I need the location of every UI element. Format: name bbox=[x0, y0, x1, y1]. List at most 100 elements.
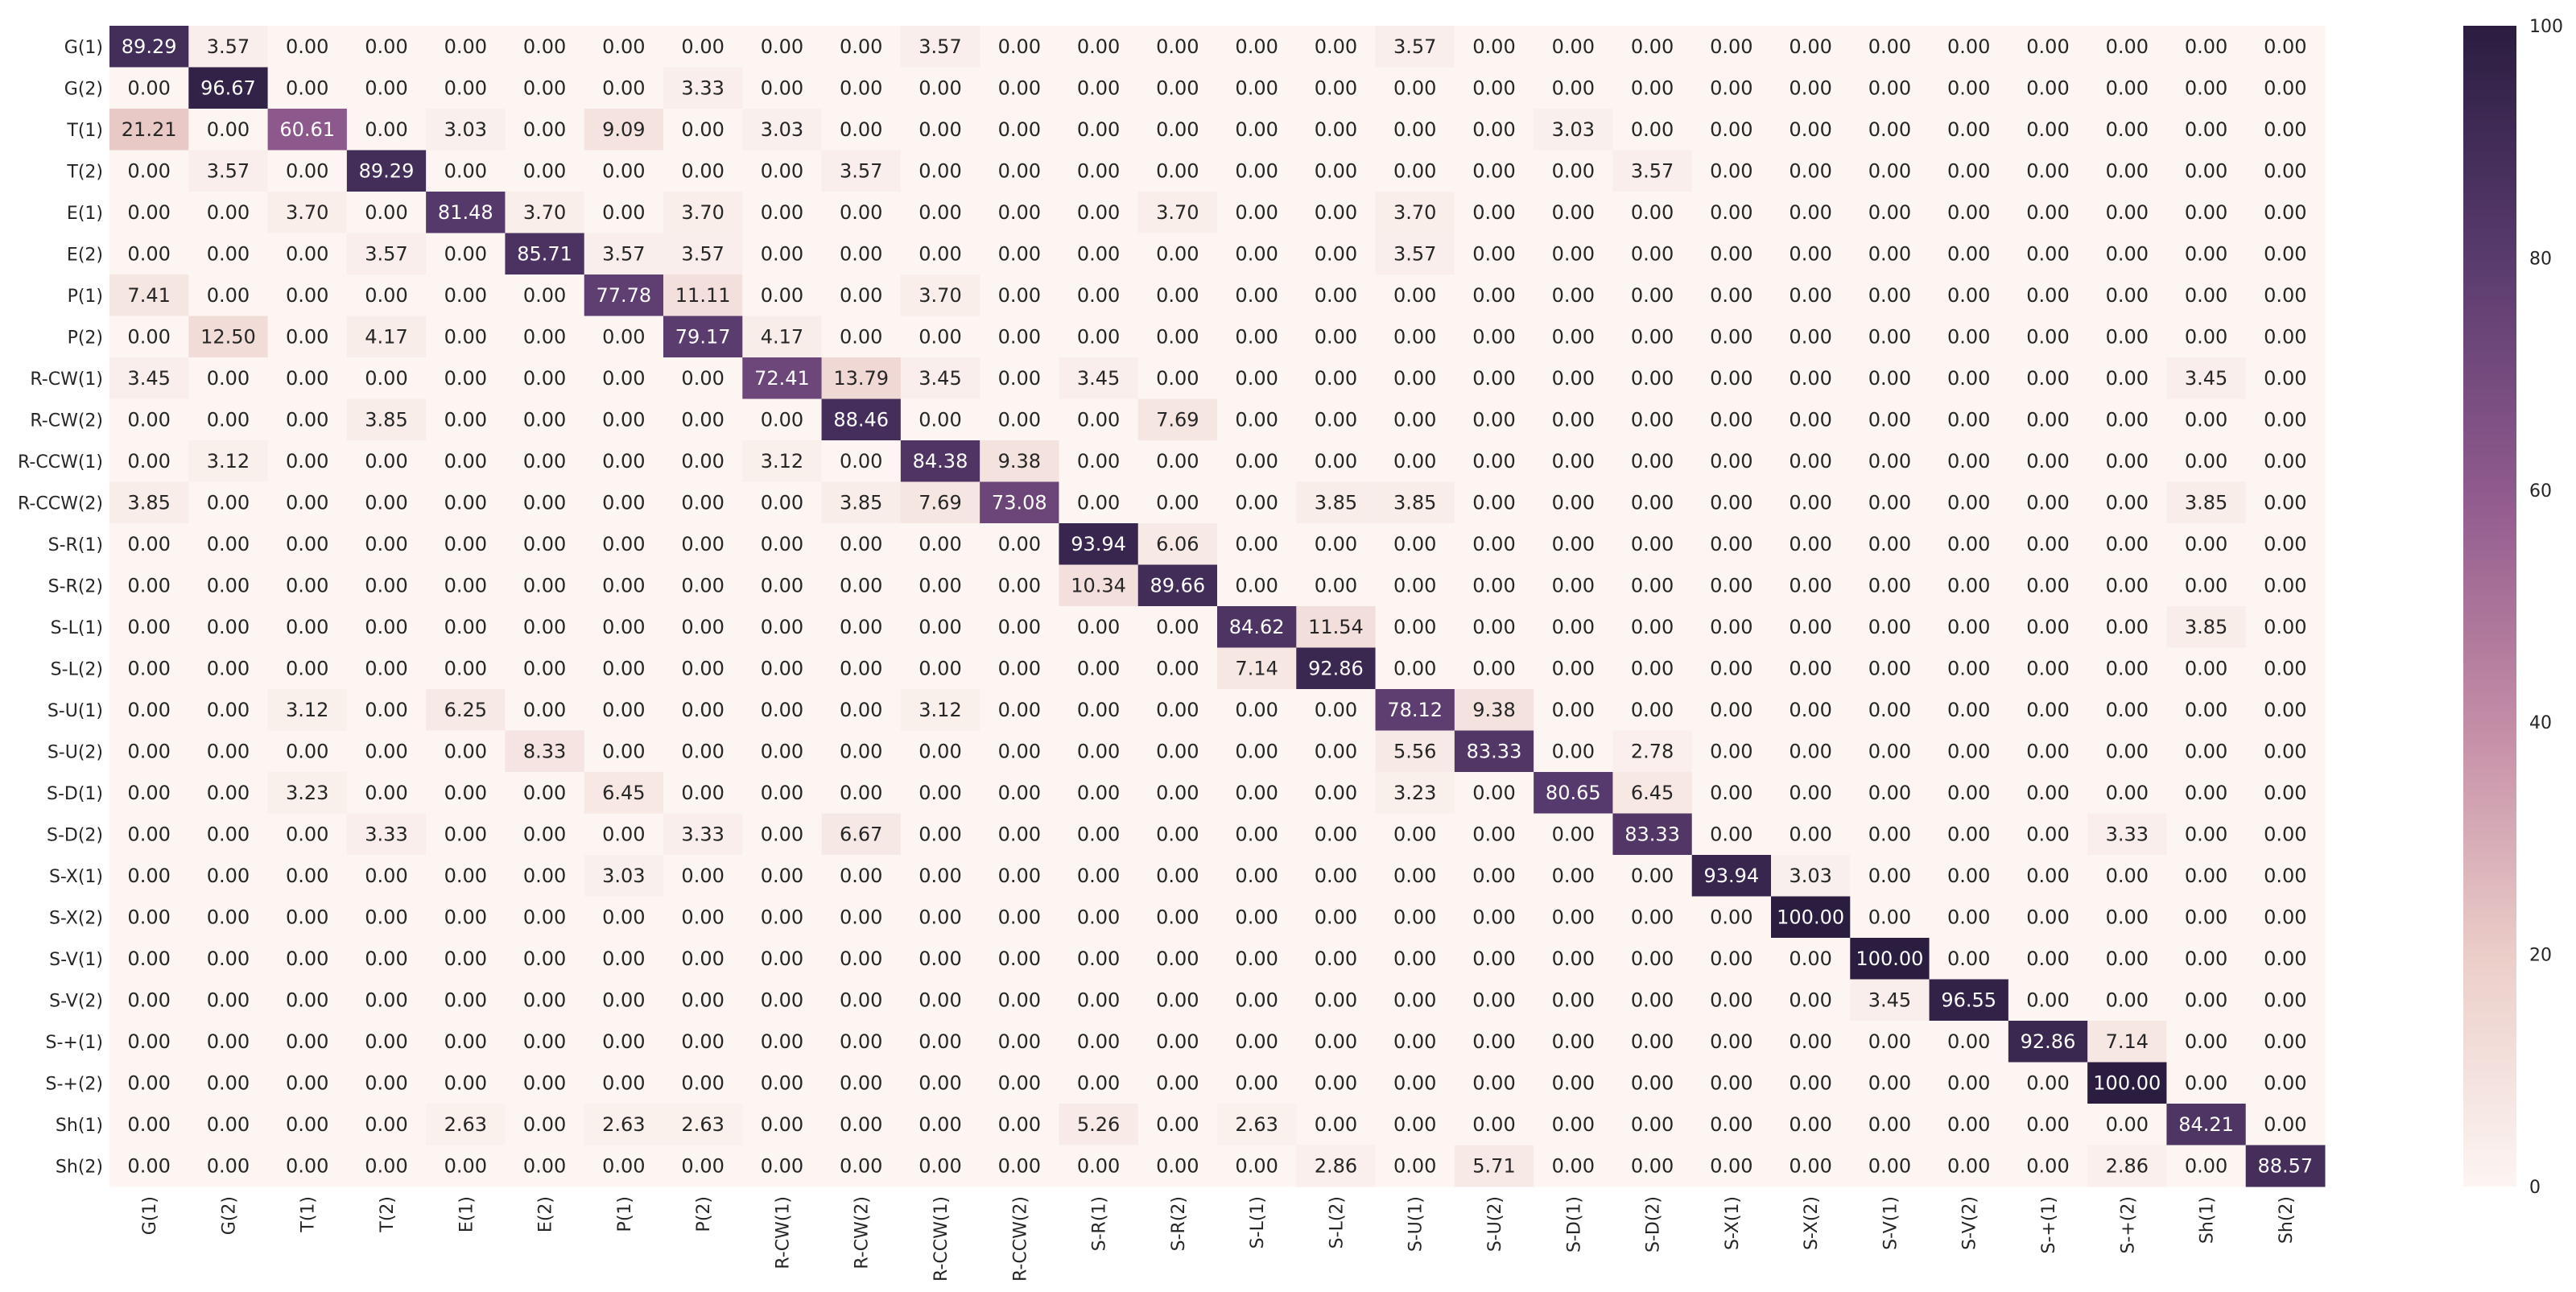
cell-value-label: 0.00 bbox=[127, 865, 170, 887]
heatmap-cell bbox=[1771, 523, 1851, 565]
cell-value-label: 0.00 bbox=[602, 947, 645, 970]
heatmap-cell bbox=[346, 233, 427, 275]
heatmap-cell bbox=[1612, 855, 1693, 897]
heatmap-cell bbox=[2166, 274, 2247, 316]
cell-value-label: 0.00 bbox=[681, 906, 724, 928]
cell-value-label: 0.00 bbox=[998, 1030, 1041, 1053]
cell-value-label: 0.00 bbox=[286, 865, 328, 887]
cell-value-label: 0.00 bbox=[1710, 699, 1752, 721]
cell-value-label: 0.00 bbox=[761, 408, 803, 431]
cell-value-label: 0.00 bbox=[840, 450, 882, 473]
heatmap-cell bbox=[1217, 647, 1297, 690]
heatmap-cell bbox=[346, 357, 427, 399]
cell-value-label: 0.00 bbox=[2026, 1113, 2069, 1136]
cell-value-label: 0.00 bbox=[1552, 76, 1595, 99]
cell-value-label: 0.00 bbox=[365, 1113, 407, 1136]
heatmap-cell bbox=[1454, 150, 1534, 192]
heatmap-cell bbox=[1137, 647, 1218, 690]
heatmap-cell bbox=[742, 67, 823, 109]
heatmap-cell bbox=[1771, 109, 1851, 151]
cell-value-label: 0.00 bbox=[1789, 1071, 1831, 1094]
heatmap-cell bbox=[346, 398, 427, 441]
cell-value-label: 3.57 bbox=[207, 159, 250, 182]
cell-value-label: 78.12 bbox=[1387, 699, 1443, 721]
cell-value-label: 0.00 bbox=[1789, 989, 1831, 1011]
heatmap-cell bbox=[1534, 606, 1613, 648]
row-label: R-CW(2) bbox=[30, 411, 103, 431]
cell-value-label: 0.00 bbox=[1710, 1071, 1752, 1094]
heatmap-cell bbox=[2087, 523, 2167, 565]
cell-value-label: 0.00 bbox=[286, 823, 328, 845]
heatmap-cell bbox=[900, 1145, 980, 1187]
cell-value-label: 0.00 bbox=[1947, 533, 1990, 555]
heatmap-cell bbox=[1850, 357, 1930, 399]
heatmap-cell bbox=[188, 26, 269, 68]
cell-value-label: 0.00 bbox=[2026, 574, 2069, 596]
heatmap-cell bbox=[900, 357, 980, 399]
heatmap-cell bbox=[109, 896, 189, 939]
cell-value-label: 6.45 bbox=[1631, 782, 1674, 804]
cell-value-label: 0.00 bbox=[1472, 1030, 1515, 1053]
heatmap-cell bbox=[900, 26, 980, 68]
cell-value-label: 0.00 bbox=[1077, 989, 1120, 1011]
cell-value-label: 0.00 bbox=[919, 159, 961, 182]
cell-value-label: 0.00 bbox=[998, 533, 1041, 555]
cell-value-label: 0.00 bbox=[1552, 367, 1595, 390]
heatmap-cell bbox=[900, 979, 980, 1022]
heatmap-cell bbox=[1612, 896, 1693, 939]
heatmap-cell bbox=[821, 26, 902, 68]
heatmap-cell bbox=[1296, 1021, 1377, 1063]
cell-value-label: 80.65 bbox=[1546, 782, 1601, 804]
cell-value-label: 0.00 bbox=[681, 159, 724, 182]
heatmap-cell bbox=[1771, 564, 1851, 607]
heatmap-cell bbox=[2008, 606, 2088, 648]
cell-value-label: 0.00 bbox=[1947, 284, 1990, 307]
cell-value-label: 3.85 bbox=[127, 491, 170, 514]
cell-value-label: 84.62 bbox=[1229, 616, 1285, 638]
cell-value-label: 0.00 bbox=[1315, 284, 1357, 307]
heatmap-cell bbox=[188, 67, 269, 109]
heatmap-cell bbox=[1534, 938, 1613, 980]
heatmap-cell bbox=[188, 730, 269, 773]
heatmap-cell bbox=[1296, 233, 1377, 275]
heatmap-cell bbox=[1137, 109, 1218, 151]
cell-value-label: 0.00 bbox=[1393, 118, 1436, 141]
heatmap-cell bbox=[1137, 1104, 1218, 1145]
cell-value-label: 0.00 bbox=[1868, 159, 1911, 182]
heatmap-cell bbox=[426, 233, 506, 275]
heatmap-cell bbox=[505, 564, 585, 607]
heatmap-cell bbox=[821, 398, 902, 441]
cell-value-label: 0.00 bbox=[1868, 782, 1911, 804]
cell-value-label: 0.00 bbox=[2185, 242, 2227, 265]
cell-value-label: 0.00 bbox=[1156, 906, 1199, 928]
cell-value-label: 0.00 bbox=[2264, 657, 2306, 679]
cell-value-label: 0.00 bbox=[1552, 1071, 1595, 1094]
heatmap-cell bbox=[980, 772, 1059, 814]
cell-value-label: 0.00 bbox=[840, 533, 882, 555]
heatmap-cell bbox=[2166, 440, 2247, 482]
cell-value-label: 0.00 bbox=[1710, 1113, 1752, 1136]
cell-value-label: 0.00 bbox=[1472, 201, 1515, 224]
heatmap-cell bbox=[1691, 772, 1772, 814]
heatmap-cell bbox=[1612, 689, 1693, 731]
cell-value-label: 0.00 bbox=[840, 782, 882, 804]
heatmap-cell bbox=[1296, 440, 1377, 482]
cell-value-label: 0.00 bbox=[761, 947, 803, 970]
heatmap-cell bbox=[1929, 896, 2009, 939]
cell-value-label: 0.00 bbox=[1789, 491, 1831, 514]
heatmap-cell bbox=[267, 647, 348, 690]
row-label: S-L(1) bbox=[51, 618, 103, 638]
cell-value-label: 0.00 bbox=[2185, 947, 2227, 970]
heatmap-cell bbox=[1850, 772, 1930, 814]
heatmap-cell bbox=[109, 855, 189, 897]
cell-value-label: 0.00 bbox=[365, 1030, 407, 1053]
heatmap-cell bbox=[2245, 150, 2326, 192]
cell-value-label: 0.00 bbox=[1315, 906, 1357, 928]
heatmap-cell bbox=[1771, 606, 1851, 648]
colorbar-tick-label: 60 bbox=[2529, 481, 2552, 502]
heatmap-cell bbox=[2166, 896, 2247, 939]
heatmap-cell bbox=[1296, 150, 1377, 192]
cell-value-label: 0.00 bbox=[1710, 367, 1752, 390]
heatmap-cell bbox=[267, 26, 348, 68]
cell-value-label: 0.00 bbox=[2106, 947, 2149, 970]
